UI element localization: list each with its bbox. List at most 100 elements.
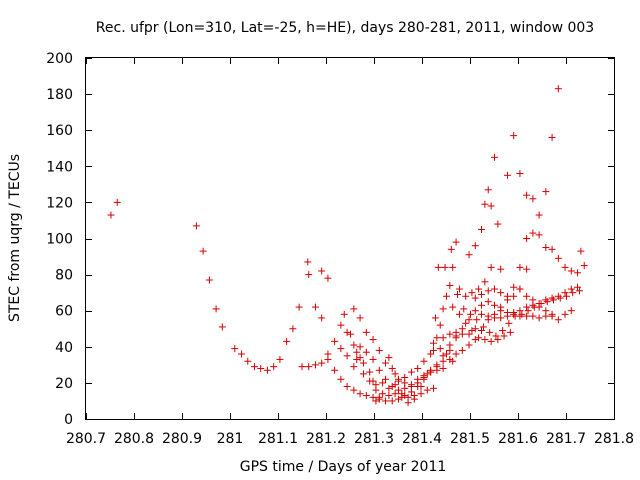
y-tick-label: 120: [46, 195, 73, 211]
data-point: [276, 355, 284, 363]
data-point: [543, 298, 551, 306]
data-point: [379, 390, 387, 398]
data-point: [523, 303, 531, 311]
data-point: [500, 332, 508, 340]
data-point: [231, 345, 239, 353]
data-point: [305, 271, 313, 279]
data-point: [567, 307, 575, 315]
data-point: [394, 395, 402, 403]
data-point: [535, 314, 543, 322]
data-point: [442, 350, 450, 358]
data-point: [580, 262, 588, 270]
data-point: [372, 386, 380, 394]
data-point: [487, 263, 495, 271]
data-point: [375, 346, 383, 354]
data-point: [427, 366, 435, 374]
x-tick-labels: 280.7 280.8 280.9 281 281.1 281.2 281.3 281.4 28…: [66, 431, 634, 447]
data-point: [516, 312, 524, 320]
data-point: [356, 354, 364, 362]
x-tick-label: 281.3: [354, 431, 394, 447]
chart-title: Rec. ufpr (Lon=310, Lat=-25, h=HE), days…: [96, 20, 594, 36]
data-point: [283, 337, 291, 345]
data-point: [473, 316, 481, 324]
data-point: [535, 303, 543, 311]
data-point: [356, 390, 364, 398]
data-point: [427, 350, 435, 358]
data-point: [398, 393, 406, 401]
data-point: [452, 350, 460, 358]
data-point: [446, 330, 454, 338]
data-point: [452, 328, 460, 336]
data-point: [436, 321, 444, 329]
data-point: [362, 348, 370, 356]
data-point: [391, 370, 399, 378]
data-point: [401, 384, 409, 392]
data-point: [575, 287, 583, 295]
data-point: [523, 292, 531, 300]
data-point: [369, 393, 377, 401]
data-point: [462, 319, 470, 327]
x-tick-label: 281.6: [498, 431, 538, 447]
data-point: [446, 281, 454, 289]
data-point: [567, 267, 575, 275]
data-point: [487, 202, 495, 210]
data-point: [423, 386, 431, 394]
x-tick-label: 281.2: [306, 431, 346, 447]
data-point: [574, 283, 582, 291]
data-point: [561, 289, 569, 297]
data-point: [490, 301, 498, 309]
data-point: [388, 397, 396, 405]
data-point: [548, 294, 556, 302]
data-point: [561, 310, 569, 318]
data-point: [372, 397, 380, 405]
data-point: [388, 364, 396, 372]
data-point: [574, 269, 582, 277]
data-point: [503, 171, 511, 179]
data-point: [433, 361, 441, 369]
data-point: [375, 366, 383, 374]
data-point: [350, 341, 358, 349]
data-point: [471, 242, 479, 250]
data-point: [510, 132, 518, 140]
y-axis-label: STEC from uqrg / TECUs: [7, 154, 23, 322]
data-point: [356, 343, 364, 351]
data-point: [369, 336, 377, 344]
data-point: [385, 392, 393, 400]
data-point: [205, 276, 213, 284]
data-point: [337, 345, 345, 353]
x-axis-label: GPS time / Days of year 2011: [240, 459, 447, 475]
data-point: [430, 384, 438, 392]
data-point: [503, 292, 511, 300]
y-tick-label: 160: [46, 123, 73, 139]
data-point: [350, 363, 358, 371]
y-tick-labels: 0 20 40 60 80 100 120 140 160 180 200: [46, 51, 73, 428]
x-tick-label: 281.8: [594, 431, 634, 447]
data-point: [439, 352, 447, 360]
data-point: [484, 298, 492, 306]
data-point: [420, 357, 428, 365]
data-point: [554, 316, 562, 324]
data-point: [113, 198, 121, 206]
data-point: [494, 220, 502, 228]
data-point: [436, 345, 444, 353]
data-point: [446, 355, 454, 363]
data-point: [454, 290, 462, 298]
data-point: [324, 355, 332, 363]
data-point: [318, 267, 326, 275]
y-tick-label: 80: [55, 268, 73, 284]
data-point: [433, 334, 441, 342]
data-point: [490, 153, 498, 161]
data-point: [542, 312, 550, 320]
data-point: [510, 283, 518, 291]
data-point: [434, 263, 442, 271]
data-point: [369, 355, 377, 363]
data-point: [439, 334, 447, 342]
data-point: [410, 395, 418, 403]
data-point: [343, 352, 351, 360]
data-point: [417, 383, 425, 391]
data-point: [542, 244, 550, 252]
data-point: [465, 316, 473, 324]
data-point: [289, 325, 297, 333]
data-point: [465, 341, 473, 349]
data-point: [554, 254, 562, 262]
